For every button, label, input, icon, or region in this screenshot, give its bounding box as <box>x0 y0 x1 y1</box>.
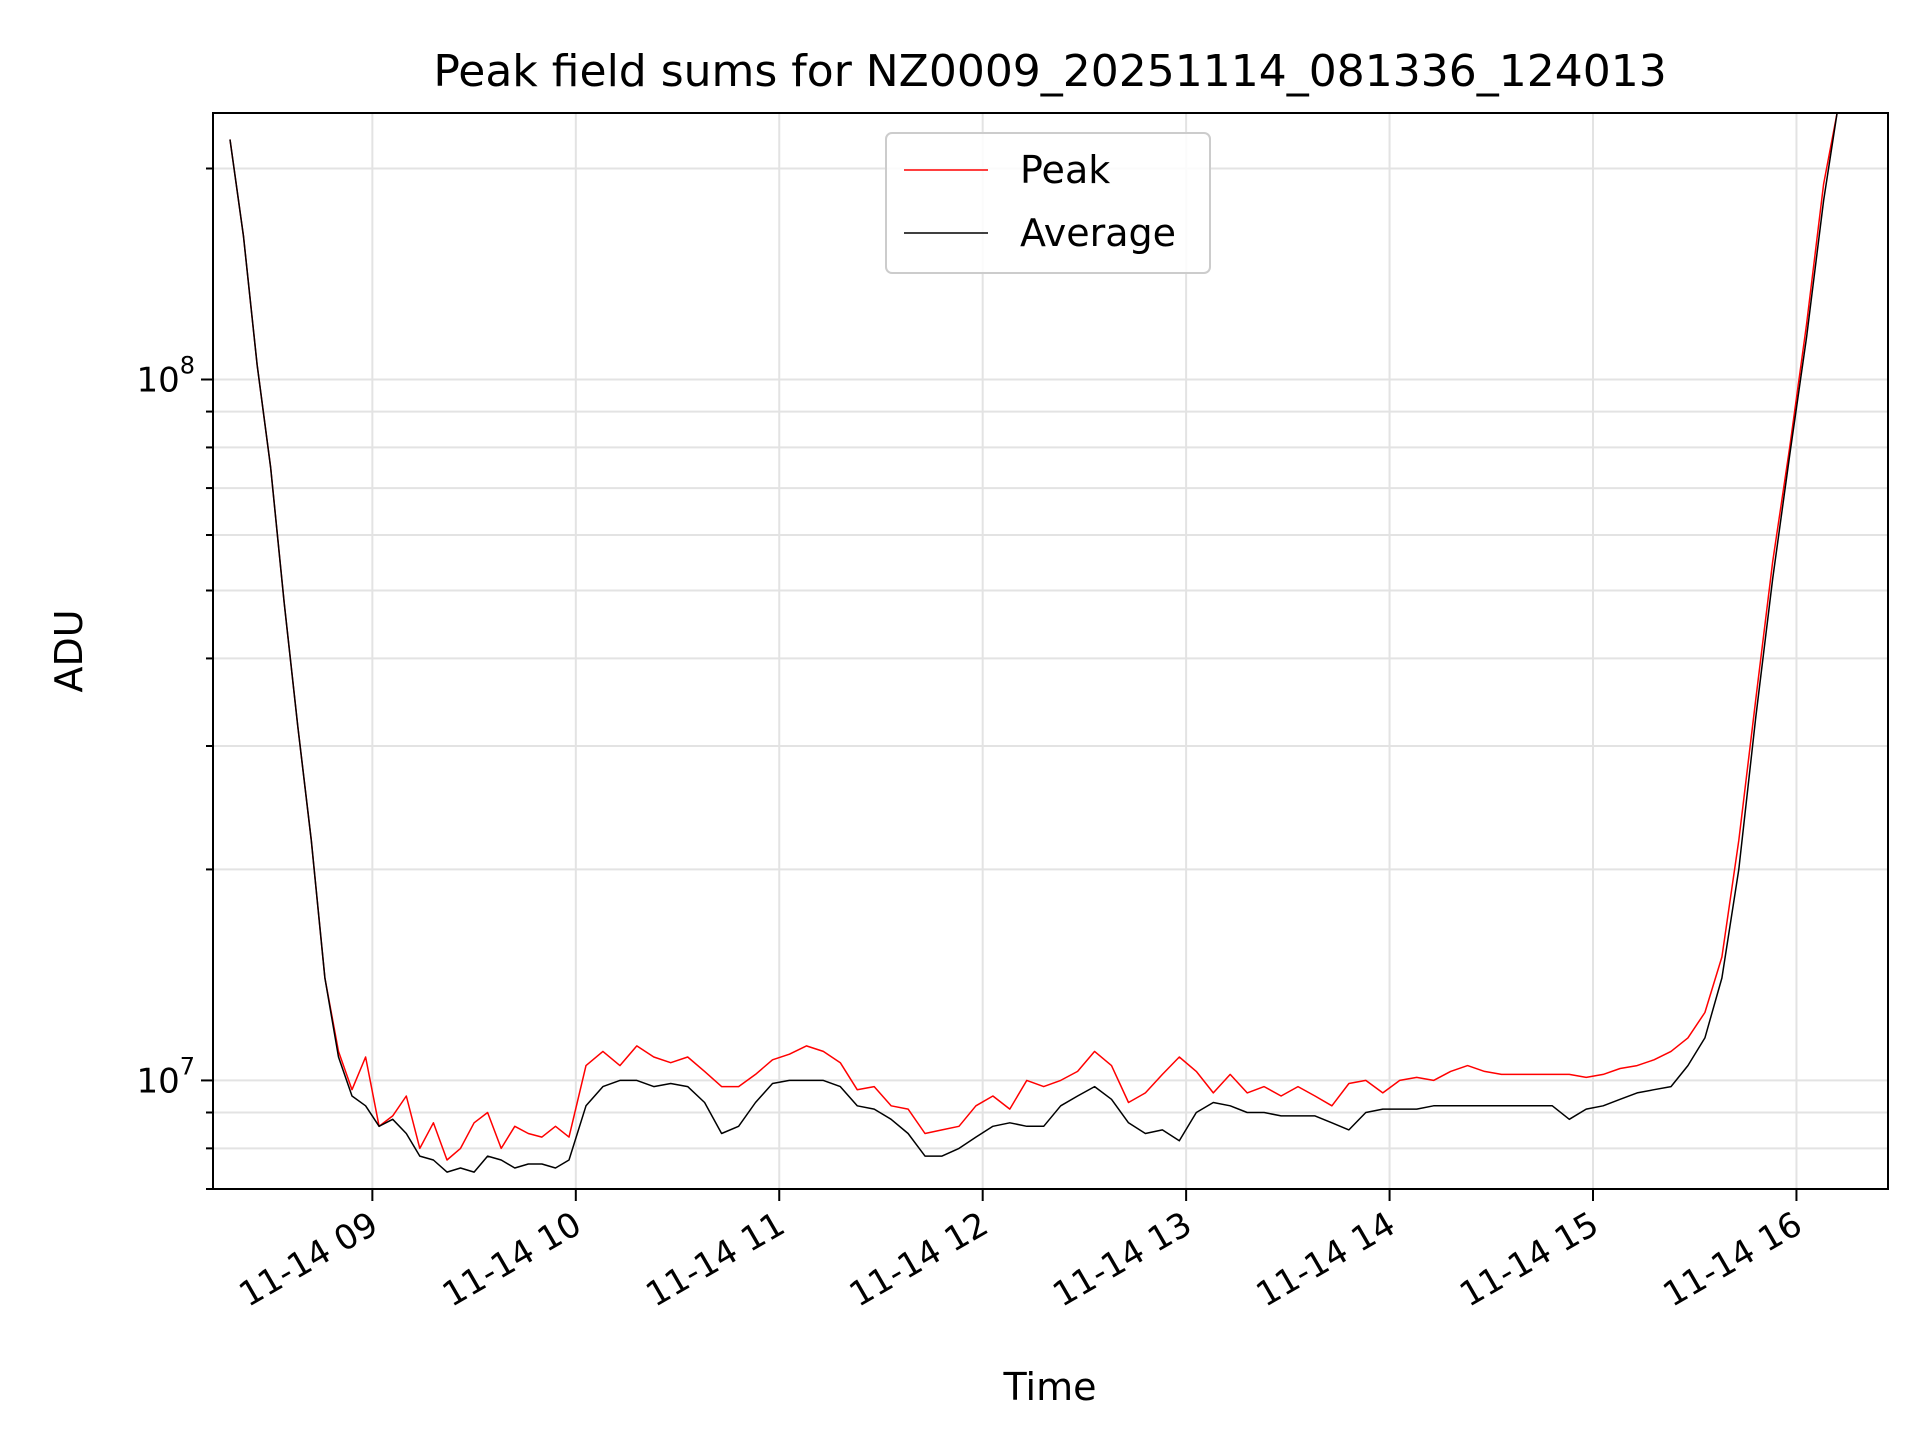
x-axis-label: Time <box>1003 1365 1097 1409</box>
legend: Peak Average <box>885 132 1211 274</box>
legend-label-average: Average <box>1020 211 1176 255</box>
y-tick-label: 108 <box>136 351 195 400</box>
y-tick-label: 107 <box>136 1052 195 1101</box>
series-layer <box>229 113 1838 1173</box>
y-tick-base: 10 <box>136 360 179 400</box>
plot-frame <box>212 112 1889 1190</box>
y-tick-exponent: 8 <box>180 351 195 379</box>
legend-box <box>885 132 1211 274</box>
y-tick-base: 10 <box>136 1061 179 1101</box>
series-line-peak <box>229 113 1838 1161</box>
legend-label-peak: Peak <box>1020 148 1110 192</box>
series-line-average <box>229 113 1838 1173</box>
y-axis-label: ADU <box>47 609 91 692</box>
chart-title: Peak field sums for NZ0009_20251114_0813… <box>433 46 1666 97</box>
y-tick-exponent: 7 <box>180 1052 195 1080</box>
